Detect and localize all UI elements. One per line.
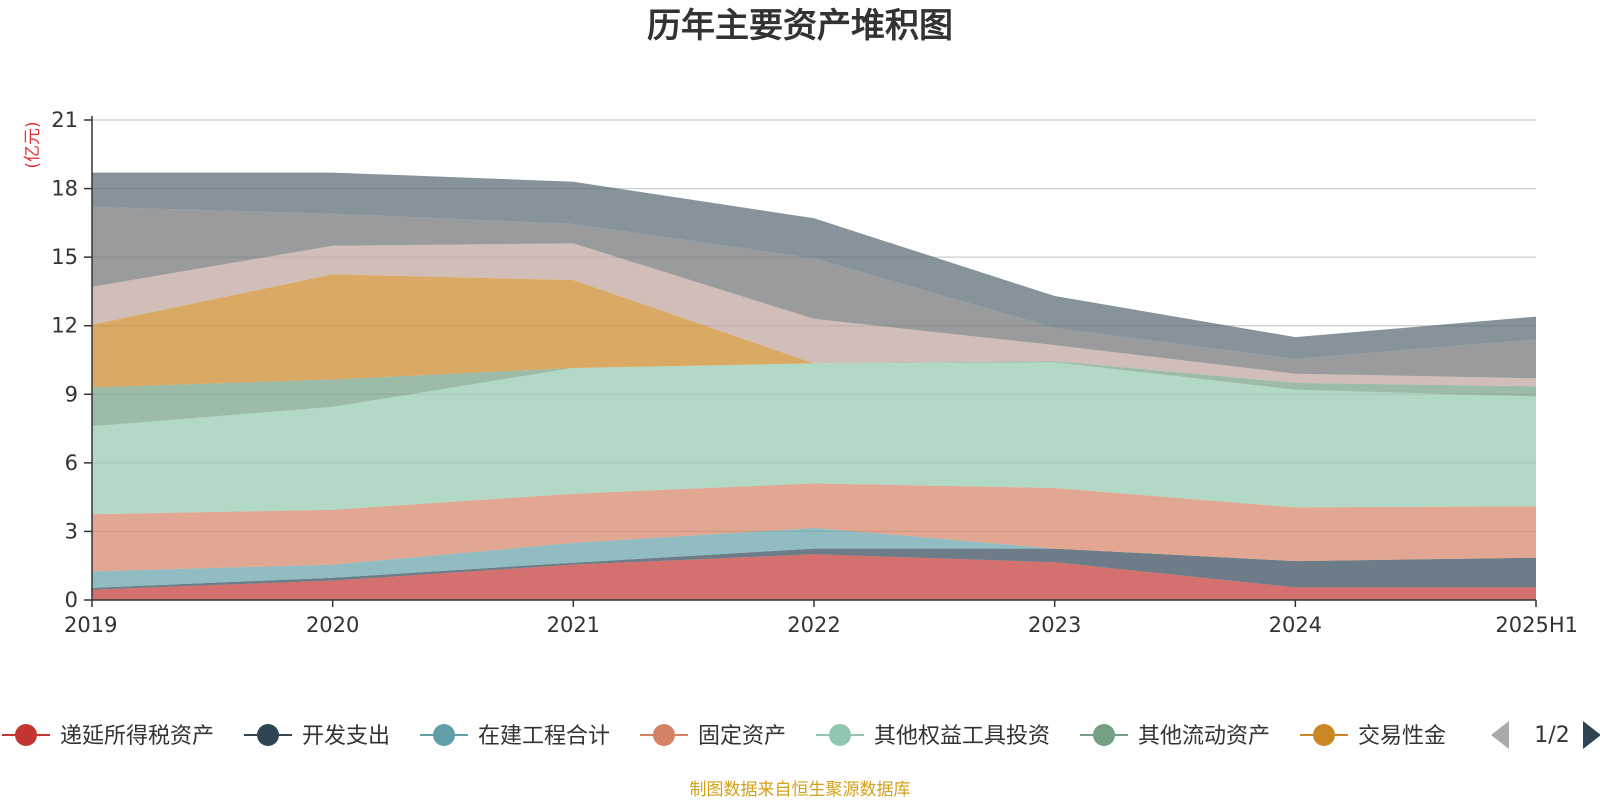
area-series-8 (92, 206, 1536, 379)
x-tick-label: 2020 (306, 613, 359, 637)
area-series-4 (92, 362, 1536, 515)
legend-page-indicator: 1/2 (1534, 723, 1569, 748)
legend-marker-icon (15, 724, 37, 746)
x-tick-label: 2019 (64, 613, 117, 637)
axes: 0 3 6 9 12 15 18 21 2019 2020 2021 2022 2023 2024 2025… (51, 108, 1578, 637)
x-tick-label: 2023 (1028, 613, 1081, 637)
y-tick-label: 3 (65, 519, 78, 543)
legend-item[interactable]: 其他流动资产 (1080, 724, 1270, 749)
legend: 递延所得税资产 开发支出 在建工程合计 固定资产 其他权益工具投资 其他流动资产 交易性金 (2, 724, 1446, 749)
area-series-0 (92, 554, 1536, 600)
legend-label: 其他权益工具投资 (874, 724, 1050, 749)
area-series-3 (92, 483, 1536, 572)
legend-label: 开发支出 (302, 724, 390, 749)
y-tick-label: 6 (65, 451, 78, 475)
area-series-layer (92, 172, 1536, 600)
legend-item[interactable]: 其他权益工具投资 (816, 724, 1050, 749)
legend-prev-page-icon[interactable] (1491, 721, 1509, 749)
legend-next-page-icon[interactable] (1583, 721, 1600, 749)
legend-item[interactable]: 开发支出 (244, 724, 390, 749)
area-series-2 (92, 528, 1536, 588)
x-tick-label: 2025H1 (1495, 613, 1578, 637)
legend-marker-icon (433, 724, 455, 746)
legend-item[interactable]: 固定资产 (640, 724, 786, 749)
y-axis-unit-label: (亿元) (23, 121, 43, 168)
legend-pager: 1/2 (1491, 721, 1600, 749)
legend-marker-icon (1093, 724, 1115, 746)
chart-title: 历年主要资产堆积图 (647, 6, 953, 46)
legend-marker-icon (653, 724, 675, 746)
x-tick-label: 2022 (787, 613, 840, 637)
x-tick-label: 2024 (1269, 613, 1322, 637)
y-tick-label: 15 (51, 245, 78, 269)
legend-label: 其他流动资产 (1138, 724, 1270, 749)
legend-item[interactable]: 交易性金 (1300, 724, 1446, 749)
y-tick-label: 9 (65, 382, 78, 406)
legend-label: 递延所得税资产 (60, 724, 214, 749)
area-series-1 (92, 548, 1536, 590)
legend-marker-icon (829, 724, 851, 746)
area-series-7 (92, 243, 1536, 387)
legend-item[interactable]: 在建工程合计 (420, 724, 610, 749)
legend-label: 在建工程合计 (478, 724, 610, 749)
data-source-note: 制图数据来自恒生聚源数据库 (690, 780, 911, 800)
legend-item[interactable]: 递延所得税资产 (2, 724, 214, 749)
legend-label: 交易性金 (1358, 724, 1446, 749)
x-tick-label: 2021 (547, 613, 600, 637)
legend-marker-icon (1313, 724, 1335, 746)
y-tick-label: 21 (51, 108, 78, 132)
y-tick-label: 18 (51, 177, 78, 201)
y-tick-label: 12 (51, 314, 78, 338)
legend-marker-icon (257, 724, 279, 746)
y-tick-label: 0 (65, 588, 78, 612)
area-series-6 (92, 274, 1536, 388)
legend-label: 固定资产 (698, 724, 786, 749)
area-series-5 (92, 361, 1536, 427)
area-series-9 (92, 172, 1536, 359)
